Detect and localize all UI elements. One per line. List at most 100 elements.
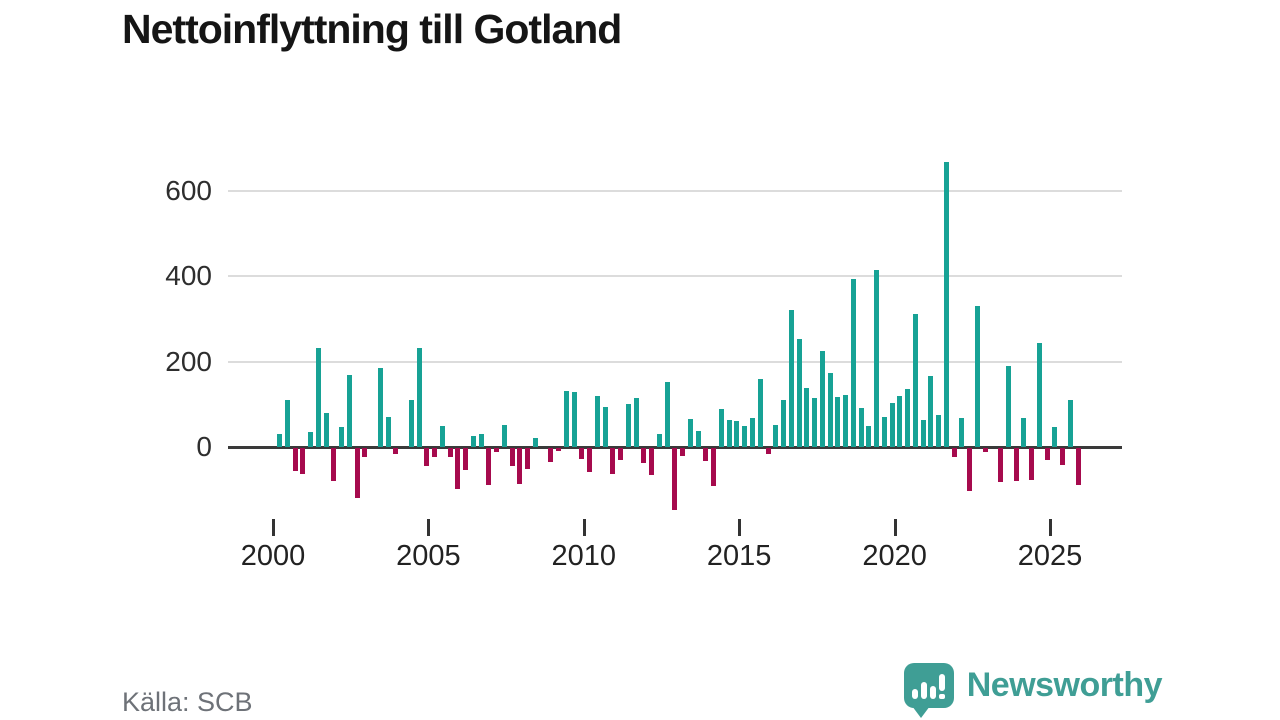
bar-2022-q2 <box>967 448 973 491</box>
bar-2014-q3 <box>726 420 732 447</box>
bar-2024-q3 <box>1036 343 1042 447</box>
bar-2016-q1 <box>773 424 779 447</box>
x-axis-label-2000: 2000 <box>240 540 306 572</box>
bar-2013-q1 <box>680 448 686 457</box>
bar-2016-q4 <box>796 338 802 447</box>
bar-2004-q4 <box>424 448 430 466</box>
bar-2022-q1 <box>959 418 965 447</box>
bar-2020-q3 <box>912 314 918 447</box>
bar-2002-q4 <box>362 448 368 458</box>
bar-2023-q3 <box>1005 365 1011 447</box>
bar-2008-q1 <box>525 448 531 469</box>
bar-2010-q4 <box>610 448 616 474</box>
bar-2023-q4 <box>1013 448 1019 481</box>
bar-2007-q3 <box>509 448 515 467</box>
bar-2018-q3 <box>850 278 856 447</box>
bar-2013-q2 <box>687 419 693 447</box>
bar-2002-q3 <box>354 448 360 498</box>
bar-2019-q3 <box>881 416 887 447</box>
bar-2015-q4 <box>765 448 771 455</box>
bar-2018-q1 <box>835 396 841 447</box>
bar-2018-q4 <box>858 407 864 447</box>
x-axis-tick-2005 <box>427 519 431 536</box>
bar-2025-q1 <box>1052 427 1058 447</box>
source-caption: Källa: SCB <box>122 687 253 717</box>
x-axis-zero-line <box>228 446 1122 449</box>
gridline-200 <box>228 360 1122 363</box>
bar-2017-q3 <box>819 351 825 447</box>
x-axis-label-2020: 2020 <box>862 540 927 572</box>
bar-2005-q3 <box>447 448 453 458</box>
bar-2003-q2 <box>377 367 383 447</box>
bar-2024-q4 <box>1044 448 1050 460</box>
bar-2004-q2 <box>408 399 414 447</box>
x-axis-tick-2020 <box>893 519 897 536</box>
bar-2014-q2 <box>718 408 724 447</box>
bar-2000-q2 <box>284 399 290 447</box>
bar-2012-q4 <box>672 448 678 510</box>
bar-2024-q2 <box>1029 448 1035 481</box>
bar-2011-q3 <box>633 397 639 447</box>
bar-2025-q3 <box>1067 399 1073 447</box>
bar-2007-q2 <box>501 424 507 447</box>
bar-2007-q1 <box>494 448 500 453</box>
bar-2003-q3 <box>385 416 391 447</box>
speech-bubble-bar-chart-icon <box>903 663 954 718</box>
bar-2005-q4 <box>455 448 461 489</box>
x-axis-label-2005: 2005 <box>396 540 461 572</box>
x-axis-tick-2015 <box>738 519 742 536</box>
bar-2019-q1 <box>866 426 872 447</box>
bar-2003-q4 <box>393 448 399 455</box>
bar-2010-q2 <box>594 395 600 447</box>
bar-2025-q2 <box>1060 448 1066 465</box>
bar-2017-q1 <box>804 388 810 447</box>
bar-2001-q2 <box>315 347 321 447</box>
bar-2019-q2 <box>874 270 880 447</box>
bar-2005-q2 <box>439 425 445 447</box>
x-axis-tick-2025 <box>1049 519 1052 536</box>
bar-2005-q1 <box>432 448 438 457</box>
bar-2015-q1 <box>742 426 748 447</box>
bar-2006-q2 <box>470 436 476 447</box>
bar-2024-q1 <box>1021 417 1027 447</box>
bar-2021-q1 <box>928 376 934 447</box>
x-axis-tick-2010 <box>582 519 586 536</box>
bar-2010-q1 <box>587 448 593 473</box>
newsworthy-wordmark: Newsworthy <box>966 666 1163 704</box>
bar-2002-q1 <box>339 427 345 447</box>
bar-2022-q3 <box>974 305 980 447</box>
bar-2009-q1 <box>556 448 562 452</box>
bar-2011-q1 <box>618 448 624 461</box>
bar-2007-q4 <box>517 448 523 485</box>
x-axis-label-2025: 2025 <box>1017 540 1083 572</box>
bar-2006-q1 <box>463 448 469 471</box>
bar-2010-q3 <box>602 406 608 447</box>
bar-2019-q4 <box>889 403 895 447</box>
bar-2012-q1 <box>649 448 655 475</box>
bar-2000-q4 <box>300 448 306 474</box>
bar-2000-q1 <box>277 434 282 447</box>
y-axis-label-600: 600 <box>165 174 212 206</box>
x-axis-label-2015: 2015 <box>706 540 772 572</box>
bar-2009-q4 <box>579 448 585 459</box>
y-axis-label-200: 200 <box>165 345 212 377</box>
bar-2002-q2 <box>346 375 352 447</box>
bar-2025-q4 <box>1075 448 1081 486</box>
bar-2011-q4 <box>641 448 647 464</box>
chart-title: Nettoinflyttning till Gotland <box>122 6 622 52</box>
bar-2014-q1 <box>711 448 717 487</box>
bar-2013-q4 <box>703 448 709 461</box>
bar-2023-q2 <box>998 448 1004 483</box>
bar-2001-q1 <box>308 432 314 447</box>
bar-2009-q2 <box>563 391 569 447</box>
bar-2017-q2 <box>812 397 818 447</box>
bar-2001-q4 <box>331 448 337 482</box>
bar-2016-q3 <box>788 310 794 447</box>
bar-2015-q2 <box>749 418 755 447</box>
y-axis-label-400: 400 <box>165 260 212 291</box>
bar-2021-q4 <box>951 448 957 458</box>
bar-2018-q2 <box>843 395 849 447</box>
x-axis-label-2010: 2010 <box>551 540 617 572</box>
